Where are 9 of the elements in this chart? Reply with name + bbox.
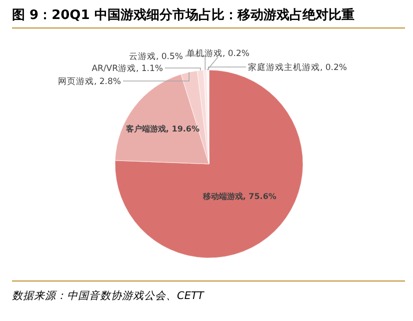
source-note: 数据来源：中国音数协游戏公会、CETT xyxy=(12,290,206,302)
slice-label: 移动端游戏, 75.6% xyxy=(202,192,276,201)
slice-label: 家庭游戏主机游戏, 0.2% xyxy=(248,62,347,73)
slice-label: 单机游戏, 0.2% xyxy=(186,48,250,59)
slice-label: 客户端游戏, 19.6% xyxy=(124,124,200,134)
slice-label: AR/VR游戏, 1.1% xyxy=(92,63,163,74)
slice-label: 云游戏, 0.5% xyxy=(129,51,183,62)
slice-label: 网页游戏, 2.8% xyxy=(58,76,121,87)
chart-title: 图 9：20Q1 中国游戏细分市场占比：移动游戏占绝对比重 xyxy=(12,7,354,23)
